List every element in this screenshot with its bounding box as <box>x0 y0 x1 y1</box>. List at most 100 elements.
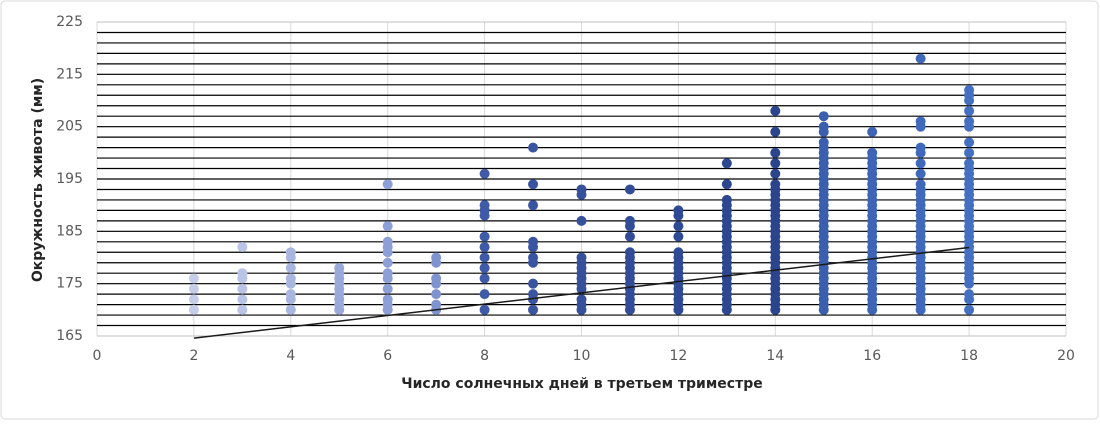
x-tick-label: 2 <box>189 348 198 364</box>
point <box>770 105 781 116</box>
point <box>673 205 684 216</box>
point <box>479 200 490 211</box>
point <box>770 126 781 137</box>
point <box>285 304 296 315</box>
point <box>770 158 781 169</box>
point <box>431 299 442 310</box>
x-axis-label: Число солнечных дней в третьем триместре <box>401 376 762 392</box>
x-tick-label: 6 <box>383 348 392 364</box>
point <box>285 289 296 300</box>
point <box>528 278 539 289</box>
point <box>479 242 490 253</box>
point <box>431 273 442 284</box>
x-tick-label: 18 <box>960 348 978 364</box>
point <box>770 147 781 158</box>
point <box>673 231 684 242</box>
point <box>479 262 490 273</box>
point <box>673 221 684 232</box>
point <box>624 184 635 195</box>
point <box>576 215 587 226</box>
point <box>721 194 732 205</box>
point <box>237 242 248 253</box>
point <box>818 121 829 132</box>
point <box>624 231 635 242</box>
x-tick-label: 10 <box>573 348 591 364</box>
point <box>964 289 975 300</box>
point <box>528 304 539 315</box>
point <box>285 273 296 284</box>
point <box>770 168 781 179</box>
x-tick-label: 14 <box>766 348 784 364</box>
point <box>479 252 490 263</box>
point <box>576 294 587 305</box>
point <box>188 294 199 305</box>
point <box>964 158 975 169</box>
point <box>721 158 732 169</box>
point <box>528 252 539 263</box>
x-tick-label: 4 <box>286 348 295 364</box>
y-axis-label: Окружность живота (мм) <box>30 78 46 282</box>
point <box>721 179 732 190</box>
point <box>528 289 539 300</box>
point <box>285 262 296 273</box>
point <box>382 257 393 268</box>
point <box>382 179 393 190</box>
y-tick-label: 165 <box>56 328 83 344</box>
x-tick-label: 20 <box>1057 348 1075 364</box>
y-tick-label: 215 <box>56 66 83 82</box>
point <box>964 304 975 315</box>
point <box>673 247 684 258</box>
point <box>528 142 539 153</box>
point <box>915 168 926 179</box>
y-tick-label: 225 <box>56 14 83 30</box>
point <box>770 179 781 190</box>
point <box>624 247 635 258</box>
point <box>964 147 975 158</box>
y-tick-label: 205 <box>56 119 83 135</box>
point <box>334 262 345 273</box>
point <box>576 184 587 195</box>
point <box>237 294 248 305</box>
point <box>915 116 926 127</box>
point <box>431 289 442 300</box>
point <box>964 85 975 96</box>
point <box>964 137 975 148</box>
point <box>188 304 199 315</box>
point <box>237 283 248 294</box>
point <box>528 179 539 190</box>
point <box>285 247 296 258</box>
x-tick-label: 16 <box>863 348 881 364</box>
point <box>867 126 878 137</box>
point <box>188 273 199 284</box>
x-tick-label: 12 <box>669 348 687 364</box>
point <box>964 116 975 127</box>
point <box>576 252 587 263</box>
point <box>915 142 926 153</box>
point <box>479 231 490 242</box>
point <box>431 252 442 263</box>
point <box>624 215 635 226</box>
point <box>867 147 878 158</box>
point <box>915 53 926 64</box>
point <box>382 294 393 305</box>
point <box>382 268 393 279</box>
point <box>479 273 490 284</box>
point <box>818 111 829 122</box>
point <box>818 137 829 148</box>
point <box>382 221 393 232</box>
y-tick-label: 195 <box>56 171 83 187</box>
point <box>915 158 926 169</box>
point <box>188 283 199 294</box>
point <box>237 268 248 279</box>
x-tick-label: 8 <box>480 348 489 364</box>
x-tick-label: 0 <box>93 348 102 364</box>
point <box>528 200 539 211</box>
point <box>915 179 926 190</box>
point <box>479 289 490 300</box>
point <box>479 304 490 315</box>
point <box>479 168 490 179</box>
y-tick-label: 185 <box>56 223 83 239</box>
point <box>382 283 393 294</box>
point <box>237 304 248 315</box>
